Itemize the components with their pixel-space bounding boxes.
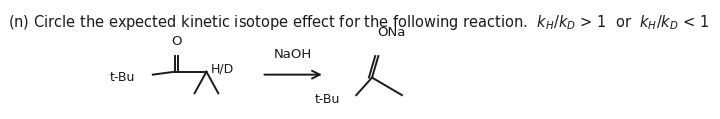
Text: t-Bu: t-Bu [110, 71, 135, 84]
Text: (n) Circle the expected kinetic isotope effect for the following reaction.  $k_H: (n) Circle the expected kinetic isotope … [8, 13, 709, 32]
Text: t-Bu: t-Bu [315, 93, 341, 106]
Text: ONa: ONa [377, 25, 405, 39]
Text: H/D: H/D [211, 62, 235, 75]
Text: NaOH: NaOH [274, 48, 312, 61]
Text: O: O [171, 35, 181, 48]
